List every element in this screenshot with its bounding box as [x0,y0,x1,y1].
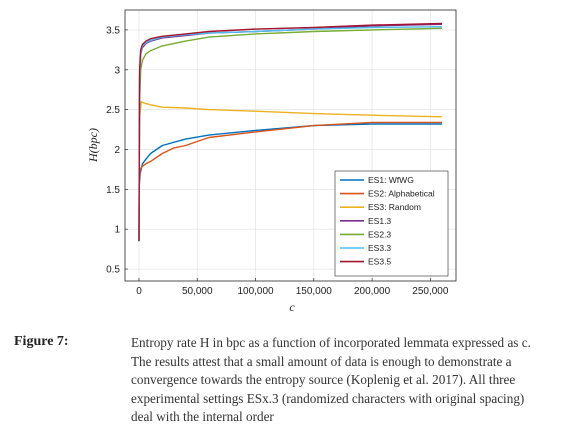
y-axis-label: H(bpc) [86,128,100,163]
series-line-5 [138,27,443,242]
caption-text: Entropy rate H in bpc as a function of i… [131,335,531,425]
x-axis-label: c [289,300,295,314]
y-axis-ticks: 0.5 1 1.5 2 2.5 3 3.5 [106,25,128,276]
legend-entry-label: ES1.3 [368,216,391,226]
y-tick-label: 3 [114,65,120,76]
series-lines [138,22,443,242]
y-tick-label: 1 [114,225,120,236]
y-tick-label: 3.5 [106,25,120,36]
x-tick-label: 100,000 [237,286,274,297]
plot-frame [124,9,457,282]
legend-entry-label: ES3.3 [368,243,391,253]
y-tick-label: 2 [114,145,120,156]
legend-entry-label: ES3.5 [368,257,391,267]
caption-label: Figure 7: [14,334,69,349]
legend: ES1: WfWG ES2: Alphabetical ES3: Random ES1… [334,170,449,277]
x-tick-label: 150,000 [296,286,333,297]
legend-entry-label: ES3: Random [368,202,421,212]
x-tick-label: 50,000 [182,286,213,297]
y-tick-label: 0.5 [106,265,120,276]
legend-box [334,170,449,277]
series-line-2 [138,121,442,186]
legend-entry-label: ES1: WfWG [368,175,414,185]
y-tick-label: 1.5 [106,185,120,196]
x-tick-label: 250,000 [412,286,449,297]
series-line-3 [138,100,443,122]
series-line-7 [138,22,443,242]
legend-entry-label: ES2.3 [368,229,391,239]
grid-lines [125,10,456,281]
y-tick-label: 2.5 [106,105,120,116]
x-tick-label: 0 [136,286,142,297]
entropy-line-chart: 0 50,000 100,000 150,000 200,000 250,000 0.5 1… [86,9,457,314]
legend-entry-label: ES2: Alphabetical [368,189,435,199]
x-axis-ticks: 0 50,000 100,000 150,000 200,000 250,000 [136,278,449,297]
x-tick-label: 200,000 [354,286,391,297]
